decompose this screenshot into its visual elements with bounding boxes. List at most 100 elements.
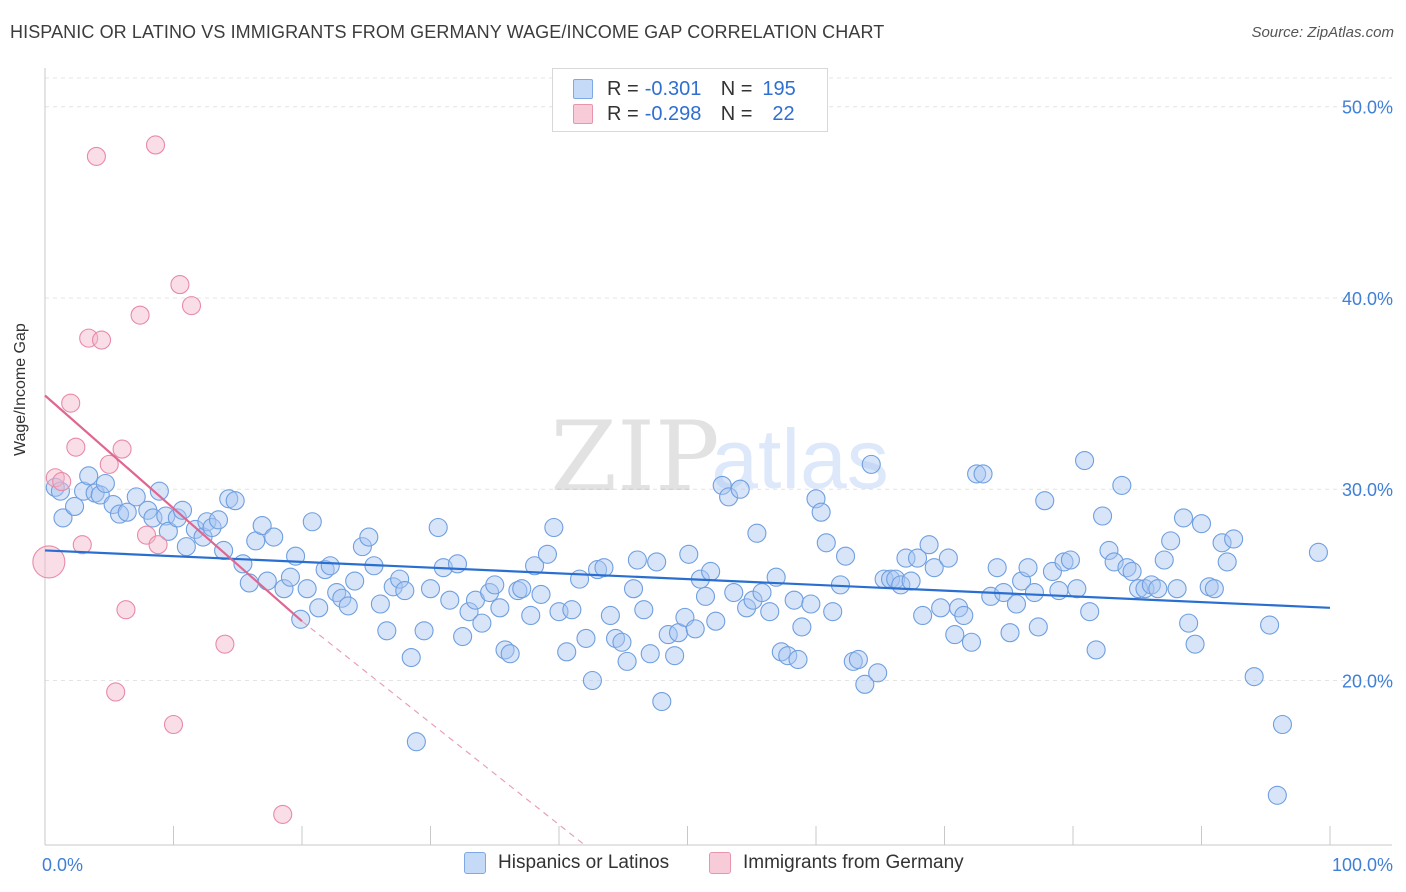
legend-r-label: R = — [607, 102, 639, 125]
germany-point — [215, 634, 235, 654]
hispanics-point — [1161, 531, 1181, 551]
hispanics-point — [172, 500, 193, 520]
hispanics-point — [428, 517, 448, 538]
hispanics-point — [1018, 558, 1038, 578]
hispanics-point — [747, 523, 767, 543]
y-tick-labels: 20.0% 30.0% 40.0% 50.0% — [1342, 98, 1393, 692]
legend-r-value: -0.301 — [644, 77, 702, 100]
hispanics-point — [239, 573, 259, 593]
hispanics-point — [495, 640, 515, 660]
axes — [44, 68, 1392, 846]
hispanics-point — [730, 479, 750, 499]
hispanics-point — [1104, 552, 1124, 572]
germany-point — [86, 146, 106, 166]
hispanics-point — [801, 594, 821, 614]
hispanics-point — [1035, 491, 1055, 511]
hispanics-point — [208, 510, 229, 530]
hispanics-point — [712, 475, 732, 495]
hispanics-point — [1128, 579, 1149, 599]
hispanics-point — [623, 579, 644, 599]
hispanics-point — [811, 502, 831, 522]
hispanics-point — [1204, 579, 1224, 599]
hispanics-point — [537, 544, 557, 564]
legend-n-value: 22 — [772, 102, 795, 125]
hispanics-point — [1212, 533, 1232, 553]
chart-title: HISPANIC OR LATINO VS IMMIGRANTS FROM GE… — [10, 22, 885, 42]
hispanics-point — [931, 598, 951, 618]
hispanics-point — [792, 617, 812, 637]
hispanics-point — [576, 628, 596, 648]
watermark: ZIP atlas — [550, 401, 888, 513]
hispanics-point — [987, 558, 1007, 578]
hispanics-point — [202, 517, 222, 538]
trend-line-hispanics — [44, 549, 1331, 609]
hispanics-point — [973, 464, 993, 484]
hispanics-point — [500, 644, 520, 664]
legend-swatch-hispanics — [573, 79, 593, 99]
hispanics-point — [176, 537, 196, 557]
germany-point — [130, 305, 150, 325]
hispanics-point — [778, 646, 798, 666]
hispanics-point — [627, 550, 647, 570]
hispanics-point — [297, 579, 317, 599]
legend-n-label: N = — [720, 102, 753, 125]
hispanics-point — [395, 581, 415, 601]
series-legend-label-hispanics: Hispanics or Latinos — [498, 852, 670, 873]
hispanics-point — [1024, 582, 1044, 603]
hispanics-point — [724, 582, 744, 603]
hispanics-point — [352, 537, 372, 557]
hispanics-point — [440, 590, 460, 610]
hispanics-point — [1154, 550, 1174, 570]
y-tick-label: 20.0% — [1342, 672, 1393, 692]
hispanics-point — [149, 481, 169, 501]
legend-n-label: N = — [720, 77, 753, 100]
hispanics-point — [95, 473, 115, 494]
germany-point — [273, 804, 293, 824]
hispanics-point — [665, 646, 685, 666]
germany-point — [99, 454, 119, 474]
germany-point — [66, 437, 86, 457]
hispanics-point — [264, 527, 284, 547]
hispanics-point — [345, 571, 365, 591]
hispanics-point — [390, 569, 410, 589]
hispanics-point — [1167, 579, 1187, 599]
series-legend-swatch-germany — [709, 852, 731, 874]
hispanics-point — [557, 642, 577, 662]
hispanics-point — [1217, 552, 1237, 572]
hispanics-point — [896, 548, 916, 568]
hispanics-point — [420, 579, 441, 599]
hispanics-point — [1000, 623, 1020, 643]
germany-point — [106, 682, 126, 702]
hispanics-point — [320, 556, 340, 576]
series-hispanics-points — [45, 450, 1328, 805]
hispanics-point — [919, 535, 939, 555]
hispanics-point — [695, 586, 716, 606]
watermark-atlas: atlas — [711, 412, 888, 506]
hispanics-point — [359, 527, 379, 547]
series-legend-label-germany: Immigrants from Germany — [743, 852, 964, 873]
hispanics-point — [1006, 594, 1027, 614]
hispanics-point — [302, 512, 322, 532]
hispanics-point — [1060, 550, 1080, 570]
hispanics-point — [967, 464, 987, 484]
germany-point — [91, 330, 112, 350]
hispanics-point — [370, 594, 390, 614]
hispanics-point — [1075, 450, 1095, 471]
hispanics-point — [1260, 615, 1280, 635]
hispanics-point — [617, 651, 637, 671]
x-tick-labels: 0.0% 100.0% — [42, 855, 1393, 875]
hispanics-point — [954, 605, 974, 626]
x-tick-label: 100.0% — [1332, 855, 1393, 875]
x-tick-label: 0.0% — [42, 855, 83, 875]
trend-lines — [44, 394, 1331, 846]
hispanics-point — [612, 632, 632, 652]
hispanics-point — [383, 577, 403, 597]
series-legend-hispanics: Hispanics or Latinos — [464, 852, 669, 874]
hispanics-point — [252, 516, 272, 536]
hispanics-point — [459, 602, 479, 622]
hispanics-point — [1148, 579, 1168, 599]
series-germany-points — [32, 135, 293, 824]
correlation-legend: R = -0.301 N = 195 R = -0.298 N = 22 — [552, 68, 828, 132]
hispanics-point — [868, 663, 888, 683]
hispanics-point — [913, 605, 933, 626]
